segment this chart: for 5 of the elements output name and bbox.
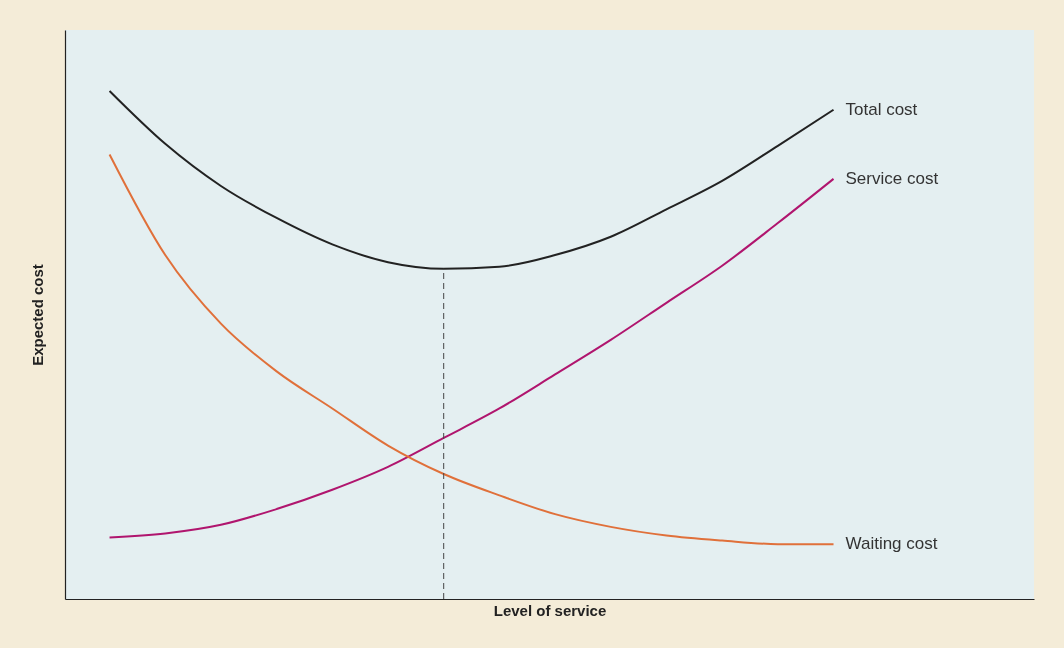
x-axis-title: Level of service — [493, 601, 607, 619]
series-label: Waiting cost — [845, 534, 938, 554]
series-label: Service cost — [845, 168, 939, 188]
y-axis-title: Expected cost — [28, 264, 46, 366]
series-label: Total cost — [845, 99, 918, 119]
